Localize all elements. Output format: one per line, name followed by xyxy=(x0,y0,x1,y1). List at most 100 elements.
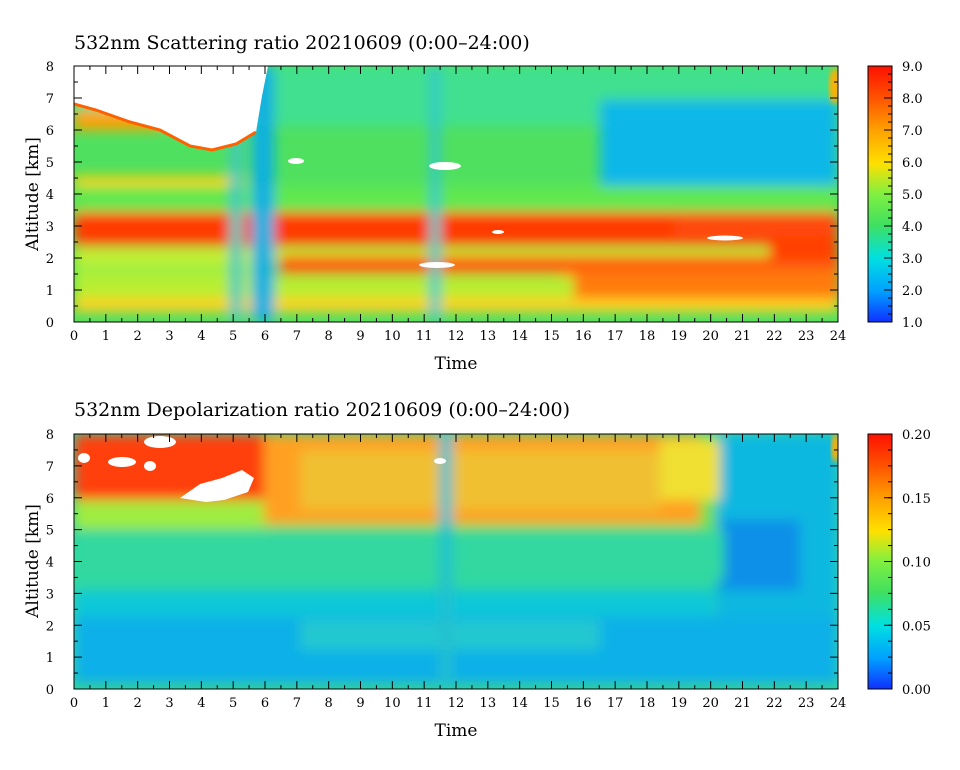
scattering-xlabel: Time xyxy=(435,354,478,374)
depolarization-y-tick-label: 1 xyxy=(46,651,54,666)
depolarization-colorbar-label: 0.20 xyxy=(902,428,931,443)
scattering-x-tick-label: 9 xyxy=(356,329,364,344)
scattering-colorbar-ticks: 1.0 2.0 3.0 4.0 5.0 6.0 7.0 8.0 9.0 xyxy=(884,60,923,331)
depolarization-x-tick-label: 9 xyxy=(356,696,364,711)
depolarization-x-tick-label: 6 xyxy=(261,696,269,711)
depolarization-colorbar-label: 0.00 xyxy=(902,683,931,698)
scattering-y-tick-label: 6 xyxy=(46,124,54,139)
scattering-x-tick-label: 3 xyxy=(165,329,173,344)
depolarization-x-tick-label: 17 xyxy=(607,696,624,711)
scattering-x-tick-label: 16 xyxy=(575,329,592,344)
scattering-x-tick-label: 23 xyxy=(798,329,815,344)
scattering-colorbar-label: 5.0 xyxy=(902,188,923,203)
depolarization-ratio-panel: 532nm Depolarization ratio 20210609 (0:0… xyxy=(23,399,931,741)
depolarization-ratio-title: 532nm Depolarization ratio 20210609 (0:0… xyxy=(74,399,570,421)
scattering-y-tick-label: 2 xyxy=(46,252,54,267)
depolarization-x-tick-label: 24 xyxy=(830,696,847,711)
scattering-x-tick-label: 8 xyxy=(325,329,333,344)
depolarization-x-tick-label: 4 xyxy=(197,696,205,711)
depolarization-x-tick-label: 0 xyxy=(70,696,78,711)
depolarization-y-tick-label: 0 xyxy=(46,683,54,698)
scattering-y-tick-label: 5 xyxy=(46,156,54,171)
depolarization-y-tick-label: 2 xyxy=(46,619,54,634)
depolarization-x-tick-label: 12 xyxy=(448,696,465,711)
depolarization-y-tick-label: 7 xyxy=(46,460,54,475)
scattering-x-tick-label: 22 xyxy=(766,329,783,344)
scattering-colorbar-label: 4.0 xyxy=(902,220,923,235)
depolarization-x-tick-label: 22 xyxy=(766,696,783,711)
depolarization-y-tick-label: 6 xyxy=(46,492,54,507)
scattering-colorbar-label: 1.0 xyxy=(902,316,923,331)
scattering-x-tick-label: 10 xyxy=(384,329,401,344)
scattering-x-tick-label: 0 xyxy=(70,329,78,344)
scattering-y-tick-label: 4 xyxy=(46,188,54,203)
depolarization-x-tick-label: 19 xyxy=(671,696,688,711)
depolarization-x-tick-label: 16 xyxy=(575,696,592,711)
scattering-y-ticks: 0 1 2 3 4 5 6 7 8 xyxy=(46,60,838,331)
depolarization-x-tick-label: 5 xyxy=(229,696,237,711)
scattering-ylabel: Altitude [km] xyxy=(23,137,43,252)
scattering-y-tick-label: 3 xyxy=(46,220,54,235)
scattering-x-ticks: 0 1 2 3 4 5 6 7 8 9 10 11 12 13 14 15 16 17 18 19 20 21 22 23 24 xyxy=(70,66,846,344)
scattering-heatmap xyxy=(74,66,838,322)
scattering-ratio-title: 532nm Scattering ratio 20210609 (0:00–24… xyxy=(74,32,530,54)
scattering-colorbar-label: 3.0 xyxy=(902,252,923,267)
scattering-y-tick-label: 1 xyxy=(46,284,54,299)
depolarization-colorbar-label: 0.05 xyxy=(902,619,931,634)
depolarization-x-tick-label: 13 xyxy=(480,696,497,711)
scattering-x-tick-label: 5 xyxy=(229,329,237,344)
scattering-x-tick-label: 20 xyxy=(702,329,719,344)
depolarization-colorbar-label: 0.10 xyxy=(902,556,931,571)
scattering-x-tick-label: 15 xyxy=(543,329,560,344)
depolarization-colorbar-label: 0.15 xyxy=(902,492,931,507)
scattering-x-tick-label: 1 xyxy=(102,329,110,344)
scattering-y-tick-label: 8 xyxy=(46,60,54,75)
scattering-x-tick-label: 18 xyxy=(639,329,656,344)
scattering-x-tick-label: 12 xyxy=(448,329,465,344)
scattering-x-tick-label: 21 xyxy=(734,329,751,344)
depolarization-x-ticks: 0 1 2 3 4 5 6 7 8 9 10 11 12 13 14 15 16 17 18 19 20 21 22 23 24 xyxy=(70,434,846,711)
depolarization-x-tick-label: 14 xyxy=(511,696,528,711)
scattering-x-tick-label: 6 xyxy=(261,329,269,344)
depolarization-heatmap xyxy=(74,434,838,689)
scattering-colorbar-label: 2.0 xyxy=(902,284,923,299)
scattering-x-tick-label: 24 xyxy=(830,329,847,344)
depolarization-y-tick-label: 4 xyxy=(46,556,54,571)
scattering-colorbar-label: 6.0 xyxy=(902,156,923,171)
scattering-x-tick-label: 17 xyxy=(607,329,624,344)
depolarization-y-tick-label: 8 xyxy=(46,428,54,443)
depolarization-xlabel: Time xyxy=(435,721,478,741)
scattering-x-tick-label: 2 xyxy=(134,329,142,344)
depolarization-x-tick-label: 10 xyxy=(384,696,401,711)
depolarization-y-tick-label: 5 xyxy=(46,524,54,539)
depolarization-x-tick-label: 21 xyxy=(734,696,751,711)
depolarization-x-tick-label: 20 xyxy=(702,696,719,711)
scattering-colorbar-label: 7.0 xyxy=(902,124,923,139)
depolarization-x-tick-label: 18 xyxy=(639,696,656,711)
scattering-x-tick-label: 13 xyxy=(480,329,497,344)
depolarization-x-tick-label: 15 xyxy=(543,696,560,711)
scattering-colorbar-label: 9.0 xyxy=(902,60,923,75)
scattering-x-tick-label: 4 xyxy=(197,329,205,344)
depolarization-colorbar-ticks: 0.00 0.05 0.10 0.15 0.20 xyxy=(884,428,931,698)
depolarization-x-tick-label: 11 xyxy=(416,696,433,711)
depolarization-ylabel: Altitude [km] xyxy=(23,504,43,619)
depolarization-x-tick-label: 2 xyxy=(134,696,142,711)
depolarization-x-tick-label: 23 xyxy=(798,696,815,711)
scattering-colorbar-label: 8.0 xyxy=(902,92,923,107)
scattering-x-tick-label: 19 xyxy=(671,329,688,344)
depolarization-x-tick-label: 7 xyxy=(293,696,301,711)
scattering-x-tick-label: 11 xyxy=(416,329,433,344)
scattering-x-tick-label: 7 xyxy=(293,329,301,344)
depolarization-y-ticks: 0 1 2 3 4 5 6 7 8 xyxy=(46,428,838,698)
scattering-y-tick-label: 0 xyxy=(46,316,54,331)
scattering-x-tick-label: 14 xyxy=(511,329,528,344)
scattering-y-tick-label: 7 xyxy=(46,92,54,107)
depolarization-x-tick-label: 8 xyxy=(325,696,333,711)
depolarization-x-tick-label: 1 xyxy=(102,696,110,711)
scattering-ratio-panel: 532nm Scattering ratio 20210609 (0:00–24… xyxy=(23,32,923,374)
depolarization-x-tick-label: 3 xyxy=(165,696,173,711)
depolarization-colorbar xyxy=(867,433,893,690)
depolarization-y-tick-label: 3 xyxy=(46,587,54,602)
